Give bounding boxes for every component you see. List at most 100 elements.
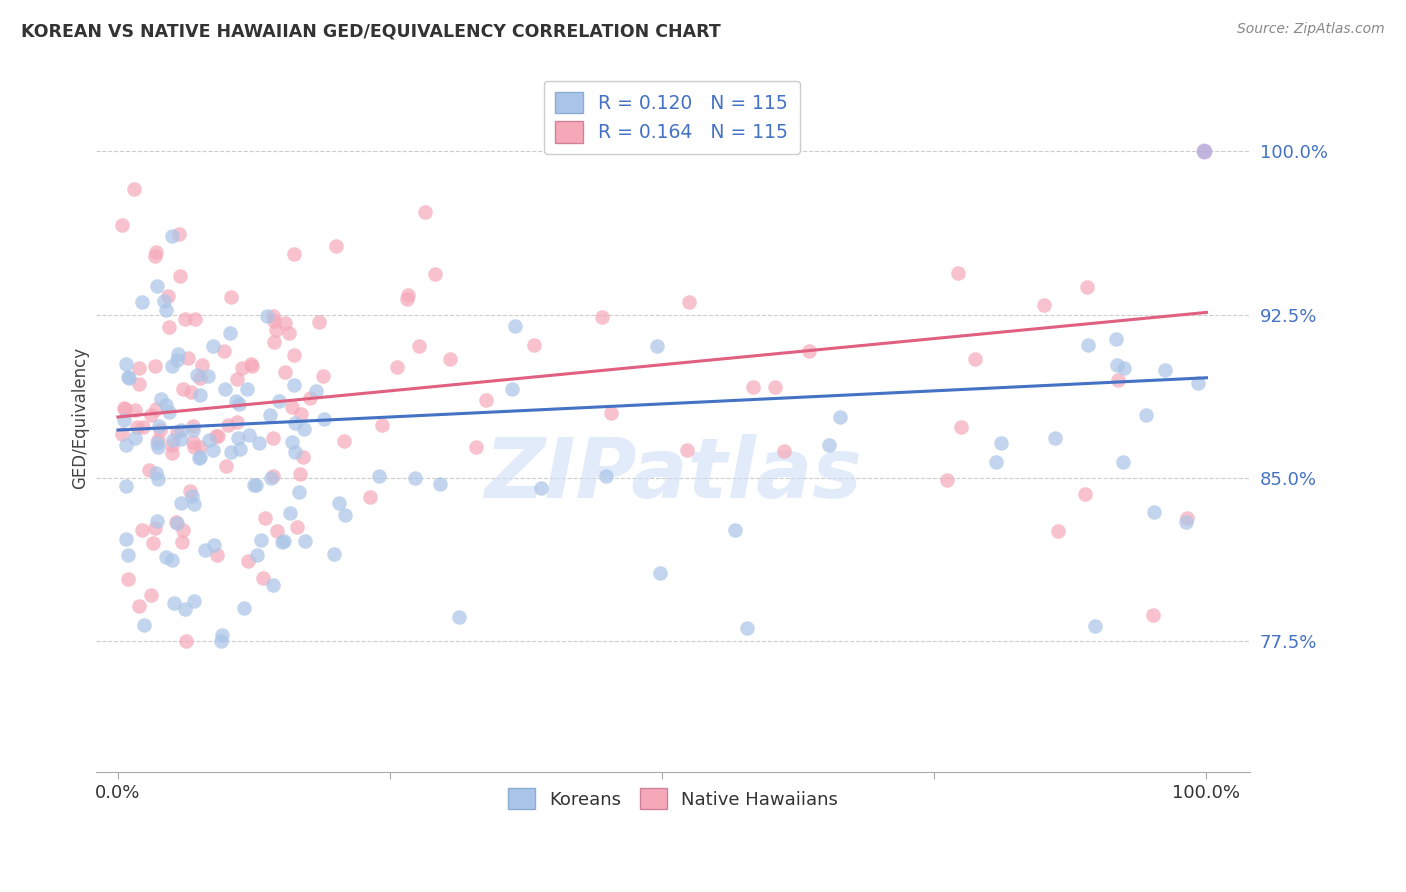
Point: [1046, 524, 1069, 538]
Point: [333, 508, 356, 523]
Point: [122, 182, 145, 196]
Point: [155, 549, 177, 564]
Point: [333, 434, 356, 449]
Point: [523, 338, 546, 352]
Point: [114, 401, 136, 416]
Point: [197, 369, 219, 384]
Point: [262, 578, 284, 592]
Point: [1135, 409, 1157, 423]
Point: [145, 466, 167, 480]
Point: [156, 289, 179, 303]
Point: [117, 572, 139, 586]
Point: [404, 471, 426, 485]
Point: [201, 442, 224, 457]
Point: [262, 432, 284, 446]
Point: [312, 368, 335, 383]
Point: [181, 423, 204, 437]
Point: [368, 469, 391, 483]
Point: [202, 538, 225, 552]
Point: [245, 478, 267, 492]
Point: [1175, 510, 1198, 524]
Point: [219, 445, 242, 459]
Point: [160, 359, 183, 373]
Point: [169, 227, 191, 241]
Point: [990, 436, 1012, 450]
Point: [166, 352, 188, 367]
Point: [112, 401, 135, 415]
Point: [283, 246, 305, 260]
Point: [263, 335, 285, 350]
Point: [124, 431, 146, 445]
Point: [131, 523, 153, 537]
Point: [1074, 487, 1097, 501]
Point: [188, 451, 211, 466]
Point: [292, 450, 315, 464]
Point: [591, 310, 613, 324]
Point: [179, 483, 201, 498]
Point: [290, 407, 312, 421]
Point: [132, 419, 155, 434]
Point: [172, 523, 194, 537]
Point: [155, 399, 177, 413]
Y-axis label: GED/Equivalency: GED/Equivalency: [72, 347, 89, 489]
Point: [259, 470, 281, 484]
Point: [236, 382, 259, 396]
Point: [243, 478, 266, 492]
Point: [288, 484, 311, 499]
Point: [263, 314, 285, 328]
Point: [160, 438, 183, 452]
Point: [174, 634, 197, 648]
Point: [283, 349, 305, 363]
Point: [219, 290, 242, 304]
Point: [278, 326, 301, 340]
Point: [198, 433, 221, 447]
Point: [240, 357, 263, 371]
Point: [127, 420, 149, 434]
Point: [228, 442, 250, 457]
Point: [252, 571, 274, 585]
Point: [503, 319, 526, 334]
Point: [1187, 376, 1209, 391]
Point: [1043, 431, 1066, 445]
Point: [173, 312, 195, 326]
Point: [1153, 363, 1175, 377]
Point: [226, 415, 249, 429]
Point: [226, 432, 249, 446]
Point: [314, 412, 336, 426]
Point: [240, 359, 263, 373]
Point: [278, 506, 301, 520]
Point: [797, 344, 820, 359]
Point: [146, 440, 169, 454]
Point: [271, 534, 294, 549]
Point: [152, 294, 174, 309]
Point: [111, 427, 134, 442]
Point: [298, 391, 321, 405]
Point: [157, 319, 180, 334]
Point: [143, 521, 166, 535]
Point: [207, 429, 229, 443]
Point: [166, 347, 188, 361]
Point: [288, 467, 311, 481]
Point: [142, 536, 165, 550]
Point: [148, 418, 170, 433]
Point: [281, 400, 304, 414]
Point: [501, 382, 523, 396]
Point: [595, 469, 617, 483]
Point: [256, 310, 278, 324]
Point: [165, 515, 187, 529]
Point: [115, 438, 138, 452]
Point: [202, 339, 225, 353]
Point: [370, 417, 392, 432]
Point: [1107, 373, 1129, 387]
Point: [141, 409, 163, 423]
Point: [1142, 505, 1164, 519]
Point: [131, 294, 153, 309]
Point: [292, 422, 315, 436]
Point: [193, 542, 215, 557]
Point: [737, 621, 759, 635]
Point: [359, 490, 381, 504]
Point: [1175, 515, 1198, 529]
Point: [169, 268, 191, 283]
Point: [145, 245, 167, 260]
Point: [396, 288, 419, 302]
